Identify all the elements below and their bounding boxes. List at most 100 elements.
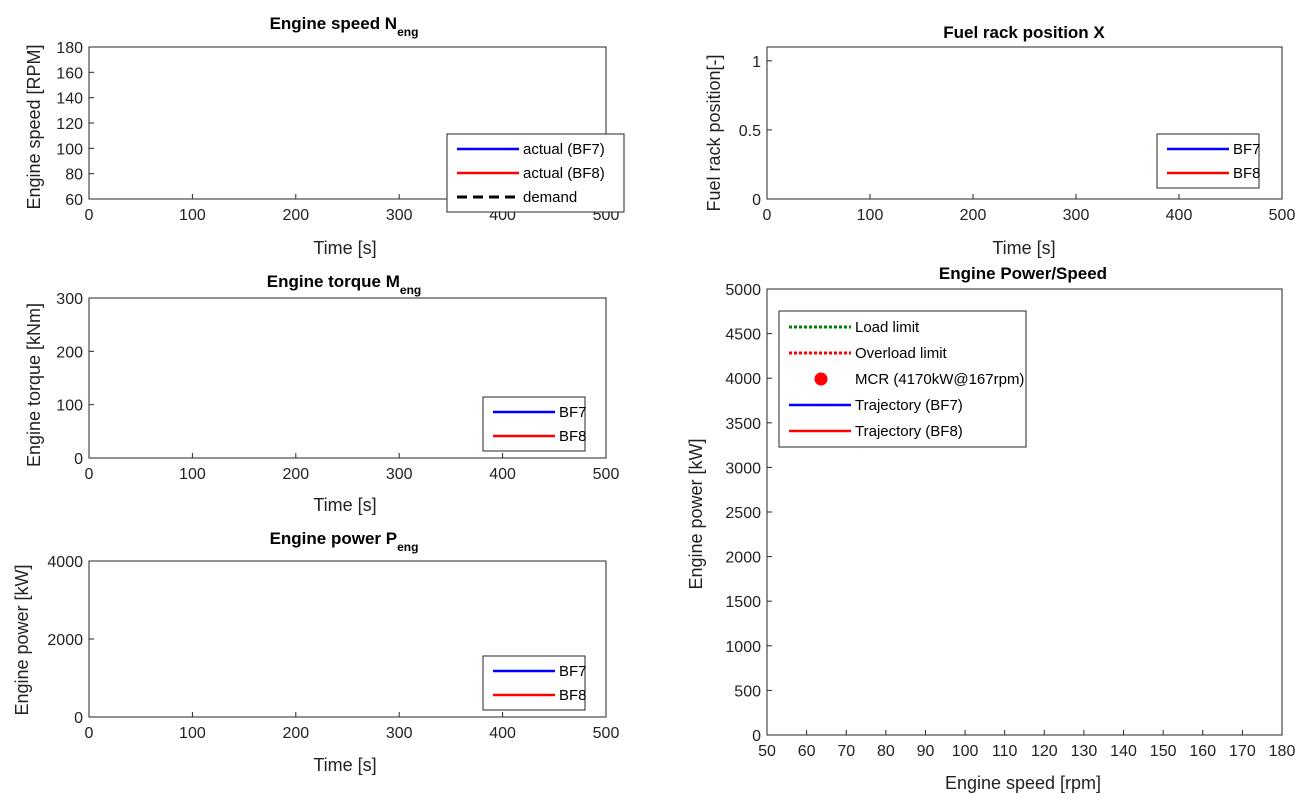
engine-speed-chart: Engine speed Neng 0 100 200 300 400 500608010… — [24, 14, 625, 258]
chart-title: Engine speed Neng — [270, 14, 419, 39]
chart-title: Engine power Peng — [270, 529, 419, 554]
legend-bf8-label: BF8 — [559, 687, 587, 704]
legend-actual-bf7-label: actual (BF7) — [523, 141, 605, 158]
y-tick-label: 0.5 — [739, 123, 761, 140]
x-tick-label: 200 — [282, 207, 309, 224]
y-tick-label: 1 — [752, 54, 761, 71]
x-tick-label: 60 — [798, 743, 816, 760]
y-tick-label: 2000 — [725, 550, 761, 567]
x-tick-label: 300 — [386, 207, 413, 224]
x-axis-label: Engine speed [rpm] — [945, 773, 1101, 793]
y-tick-label: 0 — [752, 728, 761, 745]
chart-title: Fuel rack position X — [943, 23, 1105, 42]
x-tick-label: 0 — [85, 207, 94, 224]
y-tick-label: 4000 — [725, 371, 761, 388]
x-tick-label: 70 — [837, 743, 855, 760]
x-tick-label: 100 — [952, 743, 979, 760]
legend-bf7-label: BF7 — [559, 663, 587, 680]
engine-torque-chart: Engine torque Meng 0 100 200 300 400 500 0 100 2… — [24, 272, 619, 515]
legend-bf8-label: BF8 — [1233, 165, 1261, 182]
x-tick-label: 150 — [1150, 743, 1177, 760]
y-axis-label: Engine torque [kNm] — [24, 303, 44, 467]
x-tick-label: 100 — [179, 207, 206, 224]
y-tick-label: 0 — [752, 192, 761, 209]
x-tick-label: 500 — [1269, 207, 1296, 224]
x-tick-label: 300 — [1063, 207, 1090, 224]
legend-box — [1156, 133, 1260, 189]
y-axis-label: Fuel rack position[-] — [704, 54, 724, 211]
y-tick-label: 0 — [74, 451, 83, 468]
x-tick-label: 100 — [179, 466, 206, 483]
y-tick-label: 3000 — [725, 460, 761, 477]
x-axis-label: Time [s] — [992, 238, 1055, 258]
y-axis-label: Engine power [kW] — [686, 438, 706, 589]
x-tick-label: 500 — [593, 725, 620, 742]
legend-overload-limit-label: Overload limit — [855, 345, 948, 362]
x-tick-label: 100 — [179, 725, 206, 742]
legend-box — [482, 655, 586, 711]
y-tick-label: 4500 — [725, 327, 761, 344]
legend: Load limit Overload limit MCR (4170kW@167r… — [778, 310, 1027, 448]
power-speed-chart: Engine Power/Speed 50 60 70 80 90 100 110 120 13… — [686, 264, 1295, 793]
y-tick-label: 2000 — [47, 632, 83, 649]
x-tick-label: 90 — [917, 743, 935, 760]
y-axis-label: Engine power [kW] — [12, 564, 32, 715]
legend-bf7-label: BF7 — [1233, 141, 1261, 158]
x-tick-label: 200 — [282, 466, 309, 483]
legend-mcr-4170kw-167rpm-swatch — [814, 372, 828, 386]
x-tick-label: 130 — [1071, 743, 1098, 760]
y-tick-label: 120 — [56, 116, 83, 133]
y-tick-label: 300 — [56, 291, 83, 308]
x-axis-label: Time [s] — [313, 495, 376, 515]
x-tick-label: 110 — [992, 743, 1018, 760]
y-tick-label: 5000 — [725, 282, 761, 299]
x-tick-label: 180 — [1269, 743, 1296, 760]
y-tick-label: 100 — [56, 398, 83, 415]
x-axis-label: Time [s] — [313, 755, 376, 775]
legend-trajectory-bf7-label: Trajectory (BF7) — [855, 397, 963, 414]
y-tick-label: 160 — [56, 65, 83, 82]
x-tick-label: 160 — [1189, 743, 1216, 760]
legend: actual (BF7) actual (BF8) demand — [446, 133, 625, 213]
x-tick-label: 0 — [85, 466, 94, 483]
legend-actual-bf8-label: actual (BF8) — [523, 165, 605, 182]
x-tick-label: 300 — [386, 466, 413, 483]
legend-bf8-label: BF8 — [559, 428, 587, 445]
legend-trajectory-bf8-label: Trajectory (BF8) — [855, 423, 963, 440]
x-tick-label: 170 — [1229, 743, 1256, 760]
legend-mcr-4170kw-167rpm-label: MCR (4170kW@167rpm) — [855, 371, 1024, 388]
y-tick-label: 140 — [56, 91, 83, 108]
y-tick-label: 4000 — [47, 554, 83, 571]
legend-demand-label: demand — [523, 189, 577, 206]
x-tick-label: 400 — [489, 466, 516, 483]
engine-speed-plot-area: 0 100 200 300 400 5006080100120140160180actua… — [56, 40, 625, 224]
x-axis-label: Time [s] — [313, 238, 376, 258]
x-tick-label: 0 — [763, 207, 772, 224]
legend-bf7-label: BF7 — [559, 404, 587, 421]
x-tick-label: 500 — [593, 466, 620, 483]
y-tick-label: 60 — [65, 192, 83, 209]
chart-title: Engine torque Meng — [267, 272, 422, 297]
y-tick-label: 3500 — [725, 416, 761, 433]
y-tick-label: 1000 — [725, 639, 761, 656]
y-tick-label: 100 — [56, 141, 83, 158]
engine-power-chart: Engine power Peng 0 100 200 300 400 500 0 2000 4… — [12, 529, 619, 775]
y-tick-label: 200 — [56, 344, 83, 361]
x-tick-label: 120 — [1031, 743, 1058, 760]
x-tick-label: 200 — [282, 725, 309, 742]
x-tick-label: 100 — [857, 207, 884, 224]
y-tick-label: 2500 — [725, 505, 761, 522]
y-tick-label: 1500 — [725, 594, 761, 611]
y-tick-label: 0 — [74, 710, 83, 727]
y-tick-label: 500 — [734, 683, 761, 700]
x-tick-label: 0 — [85, 725, 94, 742]
x-tick-label: 50 — [758, 743, 776, 760]
x-tick-label: 300 — [386, 725, 413, 742]
x-tick-label: 200 — [960, 207, 987, 224]
y-axis-label: Engine speed [RPM] — [24, 44, 44, 209]
x-tick-label: 80 — [877, 743, 895, 760]
